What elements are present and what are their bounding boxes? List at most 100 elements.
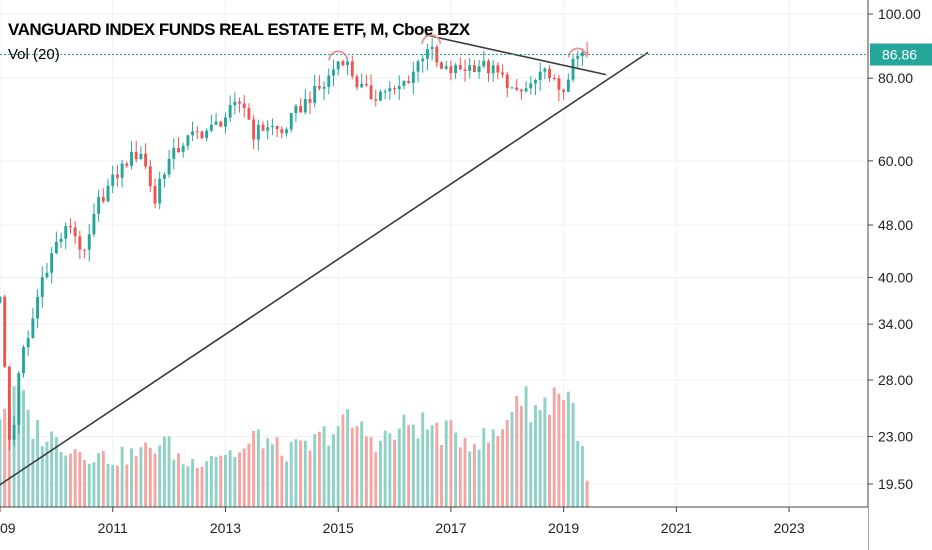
candle-body	[0, 296, 2, 303]
price-tick-label: 48.00	[878, 217, 913, 233]
volume-bar	[125, 464, 129, 507]
volume-bar	[336, 426, 340, 507]
candle-body	[261, 124, 265, 131]
candle-body	[172, 148, 176, 159]
volume-bar	[510, 412, 514, 507]
price-tick-label: 19.50	[878, 476, 913, 492]
volume-bar	[501, 429, 505, 507]
candle-body	[289, 113, 293, 130]
candle-body	[322, 86, 326, 89]
volume-bar	[449, 420, 453, 507]
volume-bar	[200, 466, 204, 507]
highlight-arc	[328, 50, 349, 61]
candle-body	[266, 127, 270, 131]
volume-bar	[435, 422, 439, 507]
volume-bar	[153, 453, 157, 507]
volume-bar	[487, 442, 490, 507]
volume-bar	[45, 441, 49, 507]
volume-bar	[31, 438, 35, 507]
candle-body	[313, 86, 317, 103]
candle-body	[463, 69, 467, 71]
price-axis-bg	[868, 0, 932, 550]
volume-bar	[50, 431, 54, 507]
candle-body	[355, 76, 359, 88]
volume-bar	[388, 433, 392, 507]
candle-body	[7, 366, 11, 440]
candle-body	[144, 153, 148, 167]
candle-body	[468, 65, 472, 71]
candle-body	[388, 88, 392, 92]
candle-body	[538, 71, 542, 81]
candle-body	[285, 129, 288, 134]
candle-body	[510, 87, 514, 89]
volume-bar	[308, 450, 312, 507]
volume-bar	[256, 429, 260, 507]
volume-bar	[172, 459, 176, 507]
candle-body	[346, 61, 350, 66]
candle-body	[332, 69, 335, 76]
volume-bar	[411, 424, 415, 507]
candle-body	[223, 117, 227, 127]
candle-body	[12, 424, 16, 440]
volume-bar	[275, 437, 279, 507]
volume-bar	[242, 448, 246, 507]
volume-bar	[519, 405, 523, 507]
volume-bar	[571, 403, 575, 507]
candle-body	[472, 65, 476, 73]
volume-bar	[407, 425, 411, 507]
volume-bar	[402, 414, 406, 507]
volume-bar	[383, 430, 387, 507]
volume-bar	[468, 451, 472, 507]
volume-bar	[285, 461, 288, 507]
volume-bar	[322, 426, 326, 507]
candle-body	[458, 65, 462, 70]
candle-body	[482, 61, 486, 67]
volume-bar	[101, 450, 105, 507]
time-tick-label: 2011	[98, 520, 128, 536]
volume-bar	[233, 456, 237, 507]
time-tick-label: 2019	[548, 520, 579, 536]
candle-body	[440, 62, 443, 69]
candle-body	[40, 277, 44, 297]
candle-body	[364, 83, 368, 86]
volume-bar	[355, 426, 359, 507]
price-tick-label: 60.00	[878, 153, 913, 169]
volume-bar	[378, 440, 382, 507]
volume-bar	[332, 434, 335, 507]
volume-bar	[566, 391, 570, 507]
candle-body	[350, 61, 354, 77]
candle-body	[341, 61, 345, 66]
volume-bar	[374, 452, 378, 507]
candle-body	[529, 83, 533, 89]
candle-body	[571, 58, 575, 80]
price-tick-label: 34.00	[878, 316, 913, 332]
volume-bar	[369, 436, 373, 507]
volume-bar	[580, 446, 584, 507]
candle-body	[45, 272, 49, 278]
candle-body	[576, 56, 580, 59]
chart-legend: VANGUARD INDEX FUNDS REAL ESTATE ETF, M,…	[8, 20, 470, 63]
last-price-tag	[870, 43, 932, 66]
volume-bars	[0, 386, 589, 507]
volume-bar	[223, 454, 227, 507]
candle-body	[177, 148, 180, 153]
volume-bar	[491, 429, 495, 507]
volume-bar	[195, 467, 199, 507]
volume-bar	[266, 438, 270, 507]
time-tick-label: 2023	[774, 520, 805, 536]
candle-body	[181, 145, 185, 153]
candle-body	[501, 72, 505, 75]
candle-body	[130, 151, 133, 166]
volume-bar	[73, 448, 77, 507]
candle-body	[562, 89, 566, 92]
candle-body	[454, 65, 458, 74]
volume-bar	[548, 414, 552, 507]
time-axis-bg	[0, 507, 868, 550]
price-tick-label: 80.00	[878, 70, 913, 86]
volume-bar	[585, 480, 589, 507]
candle-body	[397, 85, 401, 90]
candle-body	[167, 158, 171, 175]
volume-bar	[341, 414, 345, 507]
candle-body	[369, 85, 373, 100]
